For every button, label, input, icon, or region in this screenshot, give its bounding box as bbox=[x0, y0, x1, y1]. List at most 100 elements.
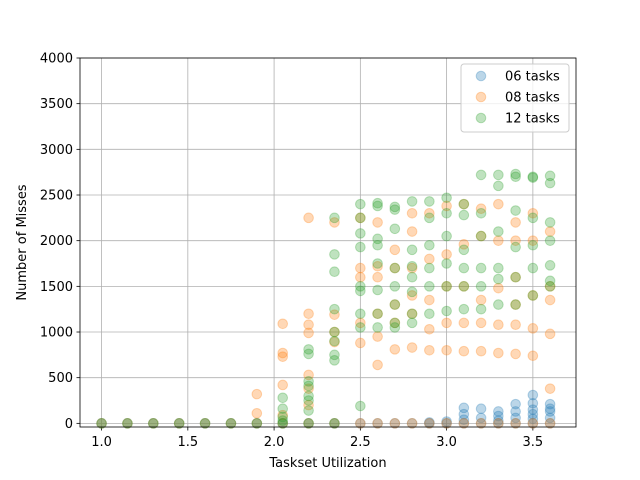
data-point bbox=[148, 418, 159, 429]
data-point bbox=[277, 415, 289, 426]
data-point bbox=[527, 207, 539, 219]
data-point bbox=[303, 327, 314, 339]
data-point bbox=[372, 359, 383, 371]
data-point bbox=[277, 351, 289, 362]
data-point bbox=[303, 380, 314, 392]
data-point bbox=[406, 308, 418, 320]
data-point bbox=[527, 404, 539, 415]
data-point bbox=[406, 308, 418, 320]
data-point bbox=[493, 198, 504, 210]
data-point bbox=[355, 317, 366, 329]
data-point bbox=[544, 294, 556, 306]
legend-label: 08 tasks bbox=[505, 91, 560, 106]
data-point bbox=[458, 262, 470, 274]
data-point bbox=[527, 350, 539, 362]
data-point bbox=[372, 258, 383, 269]
data-point bbox=[303, 308, 314, 320]
series-2-points bbox=[96, 168, 556, 429]
data-point bbox=[389, 223, 401, 235]
x-axis-label: Taskset Utilization bbox=[268, 456, 386, 471]
data-point bbox=[441, 418, 452, 429]
data-point bbox=[510, 348, 521, 360]
data-point bbox=[303, 395, 314, 406]
data-point bbox=[329, 326, 340, 338]
y-tick-label: 3500 bbox=[40, 97, 73, 112]
data-point bbox=[493, 347, 504, 359]
data-point bbox=[329, 418, 340, 429]
x-tick-label: 2.5 bbox=[350, 435, 371, 450]
data-point bbox=[303, 383, 314, 394]
data-point bbox=[544, 406, 556, 417]
data-point bbox=[424, 418, 435, 429]
data-point bbox=[527, 239, 539, 251]
data-point bbox=[493, 299, 504, 310]
legend-label: 06 tasks bbox=[505, 70, 560, 85]
data-point bbox=[277, 418, 289, 429]
data-point bbox=[329, 349, 340, 361]
data-point bbox=[355, 228, 366, 239]
data-point bbox=[510, 398, 521, 410]
data-point bbox=[510, 168, 521, 180]
data-point bbox=[406, 196, 418, 207]
data-point bbox=[173, 418, 185, 429]
data-point bbox=[355, 418, 366, 429]
data-point bbox=[458, 408, 470, 420]
data-point bbox=[424, 344, 435, 356]
data-point bbox=[199, 418, 211, 429]
data-point bbox=[277, 379, 289, 391]
data-point bbox=[424, 196, 435, 207]
data-point bbox=[544, 177, 556, 189]
data-point bbox=[424, 308, 435, 320]
data-point bbox=[475, 294, 487, 306]
data-point bbox=[277, 418, 289, 429]
data-point bbox=[277, 411, 289, 423]
data-point bbox=[441, 344, 452, 356]
data-point bbox=[329, 309, 340, 320]
data-point bbox=[493, 410, 504, 422]
data-point bbox=[441, 200, 452, 212]
data-point bbox=[406, 290, 418, 301]
x-tick-label: 1.0 bbox=[91, 435, 112, 450]
data-point bbox=[355, 212, 366, 224]
data-point bbox=[441, 416, 452, 427]
data-point bbox=[303, 399, 314, 411]
data-point bbox=[527, 262, 539, 274]
data-point bbox=[329, 336, 340, 348]
data-point bbox=[493, 418, 504, 429]
data-point bbox=[424, 281, 435, 292]
data-point bbox=[355, 262, 366, 274]
data-point bbox=[544, 275, 556, 287]
data-point bbox=[475, 262, 487, 274]
data-point bbox=[475, 230, 487, 242]
data-point bbox=[441, 281, 452, 292]
data-point bbox=[544, 170, 556, 182]
y-tick-label: 2500 bbox=[40, 189, 73, 204]
data-point bbox=[441, 230, 452, 242]
data-point bbox=[424, 253, 435, 265]
data-point bbox=[475, 317, 487, 329]
data-point bbox=[493, 273, 504, 285]
y-axis-label: Number of Misses bbox=[15, 184, 30, 300]
data-point bbox=[510, 418, 521, 429]
data-point bbox=[355, 281, 366, 292]
data-point bbox=[96, 418, 107, 429]
legend-label: 12 tasks bbox=[505, 112, 560, 127]
data-point bbox=[406, 262, 418, 274]
data-point bbox=[329, 418, 340, 429]
data-point bbox=[441, 207, 452, 219]
data-point bbox=[441, 317, 452, 329]
data-point bbox=[510, 319, 521, 331]
data-point bbox=[329, 303, 340, 315]
data-point bbox=[510, 205, 521, 216]
data-point bbox=[148, 418, 159, 429]
data-point bbox=[475, 412, 487, 424]
data-point bbox=[424, 239, 435, 251]
data-point bbox=[544, 418, 556, 429]
data-point bbox=[544, 260, 556, 271]
data-point bbox=[527, 290, 539, 301]
legend-marker bbox=[475, 70, 487, 82]
data-point bbox=[544, 226, 556, 237]
data-point bbox=[458, 198, 470, 210]
data-point bbox=[372, 418, 383, 429]
data-point bbox=[544, 281, 556, 292]
